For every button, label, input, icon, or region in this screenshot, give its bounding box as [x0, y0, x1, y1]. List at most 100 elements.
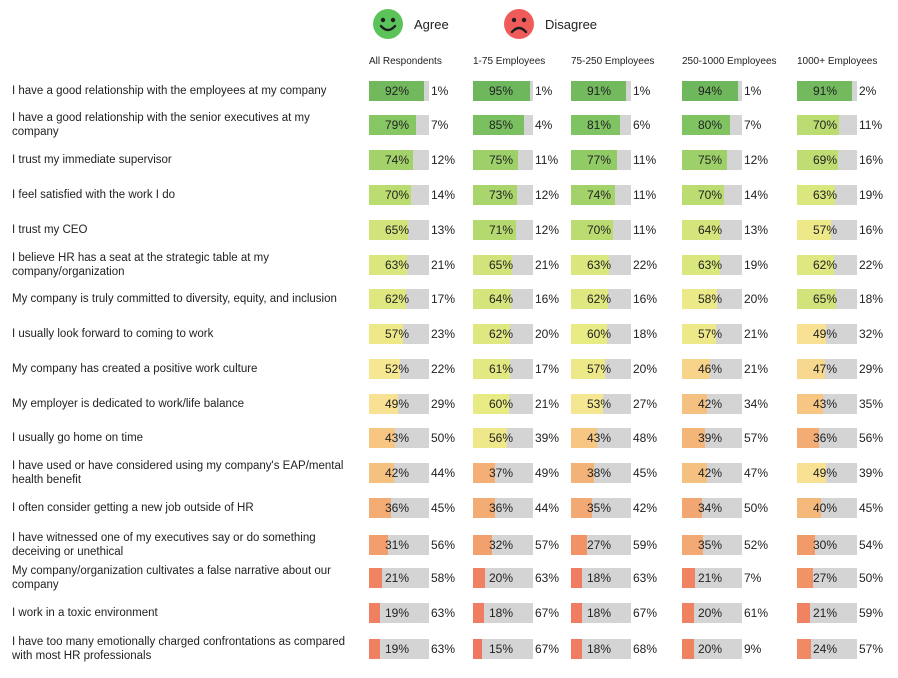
agree-bar [682, 359, 710, 379]
disagree-value-label: 1% [431, 84, 449, 98]
agree-bar [682, 185, 724, 205]
agree-bar [682, 220, 721, 240]
chart-row: My company is truly committed to diversi… [0, 282, 898, 316]
disagree-value-label: 44% [535, 501, 560, 515]
agree-bar [571, 498, 592, 518]
row-label: My company/organization cultivates a fal… [12, 565, 331, 591]
agree-value-label: 63% [384, 258, 410, 272]
agree-bar [473, 639, 482, 659]
bar-cell: 58% 20% [682, 289, 807, 309]
bar-cell: 38% 45% [571, 463, 696, 483]
bar-cell: 64% 13% [682, 220, 807, 240]
agree-value-label: 38% [586, 466, 612, 480]
agree-value-label: 36% [384, 501, 410, 515]
agree-bar [369, 603, 381, 623]
bar-cell: 63% 19% [797, 185, 898, 205]
agree-value-label: 62% [812, 258, 838, 272]
disagree-value-label: 52% [744, 538, 769, 552]
agree-bar [571, 324, 607, 344]
agree-bar [571, 289, 609, 309]
bar-background [682, 639, 742, 659]
disagree-value-label: 67% [535, 606, 560, 620]
disagree-value-label: 23% [431, 327, 456, 341]
row-label: I feel satisfied with the work I do [12, 189, 175, 201]
agree-bar [369, 220, 408, 240]
column-headers: All Respondents 1-75 Employees 75-250 Empl… [0, 56, 898, 72]
bar-cell: 53% 27% [571, 394, 696, 414]
agree-value-label: 65% [488, 258, 514, 272]
row-label: I usually look forward to coming to work [12, 328, 214, 340]
agree-bar [797, 150, 839, 170]
chart-row: I have too many emotionally charged conf… [0, 632, 898, 666]
disagree-value-label: 44% [431, 466, 456, 480]
disagree-value-label: 50% [431, 431, 456, 445]
agree-value-label: 52% [384, 362, 410, 376]
agree-bar [797, 81, 852, 101]
agree-value-label: 27% [586, 538, 612, 552]
bar-background [571, 639, 631, 659]
agree-bar [473, 568, 485, 588]
agree-value-label: 20% [488, 571, 514, 585]
agree-value-label: 65% [384, 223, 410, 237]
row-label: My company has created a positive work c… [12, 363, 258, 375]
bar-cell: 42% 44% [369, 463, 494, 483]
disagree-value-label: 42% [633, 501, 658, 515]
agree-value-label: 73% [488, 188, 514, 202]
chart-row: I usually go home on time 43% 50% 56% 39% 43%… [0, 421, 898, 455]
bar-cell: 70% 11% [571, 220, 696, 240]
bar-cell: 34% 50% [682, 498, 807, 518]
agree-value-label: 43% [812, 397, 838, 411]
column-header: 1-75 Employees [473, 56, 546, 67]
column-header: All Respondents [369, 56, 442, 67]
agree-value-label: 24% [812, 642, 838, 656]
agree-value-label: 57% [697, 327, 723, 341]
disagree-value-label: 56% [431, 538, 456, 552]
disagree-value-label: 67% [633, 606, 658, 620]
disagree-value-label: 20% [744, 292, 769, 306]
agree-value-label: 74% [384, 153, 410, 167]
agree-value-label: 21% [697, 571, 723, 585]
disagree-value-label: 14% [431, 188, 456, 202]
agree-bar [682, 498, 703, 518]
bar-cell: 69% 16% [797, 150, 898, 170]
bar-cell: 60% 18% [571, 324, 696, 344]
agree-value-label: 40% [812, 501, 838, 515]
agree-bar [369, 463, 395, 483]
agree-bar [369, 394, 399, 414]
bar-cell: 57% 20% [571, 359, 696, 379]
bar-cell: 49% 32% [797, 324, 898, 344]
agree-value-label: 69% [812, 153, 838, 167]
agree-bar [571, 150, 618, 170]
agree-bar [369, 255, 407, 275]
agree-value-label: 37% [488, 466, 514, 480]
agree-bar [571, 115, 620, 135]
agree-value-label: 91% [586, 84, 612, 98]
agree-value-label: 85% [488, 118, 514, 132]
disagree-value-label: 45% [859, 501, 884, 515]
agree-bar [797, 535, 815, 555]
row-label: I often consider getting a new job outsi… [12, 502, 254, 514]
agree-bar [473, 498, 495, 518]
chart-row: I have witnessed one of my executives sa… [0, 528, 898, 562]
agree-bar [571, 359, 606, 379]
agree-value-label: 91% [812, 84, 838, 98]
row-label: My company is truly committed to diversi… [12, 293, 337, 305]
bar-cell: 15% 67% [473, 639, 598, 659]
disagree-value-label: 21% [535, 258, 560, 272]
agree-value-label: 31% [384, 538, 410, 552]
agree-bar [682, 463, 708, 483]
chart-row: I have used or have considered using my … [0, 456, 898, 490]
disagree-value-label: 18% [859, 292, 884, 306]
bar-cell: 57% 16% [797, 220, 898, 240]
chart-row: I usually look forward to coming to work… [0, 317, 898, 351]
disagree-value-label: 12% [431, 153, 456, 167]
agree-bar [797, 359, 826, 379]
agree-value-label: 19% [384, 606, 410, 620]
agree-value-label: 57% [812, 223, 838, 237]
chart-row: I have a good relationship with the seni… [0, 108, 898, 142]
agree-value-label: 75% [488, 153, 514, 167]
agree-value-label: 35% [697, 538, 723, 552]
disagree-value-label: 63% [633, 571, 658, 585]
legend: Agree Disagree [0, 6, 898, 46]
disagree-value-label: 39% [859, 466, 884, 480]
